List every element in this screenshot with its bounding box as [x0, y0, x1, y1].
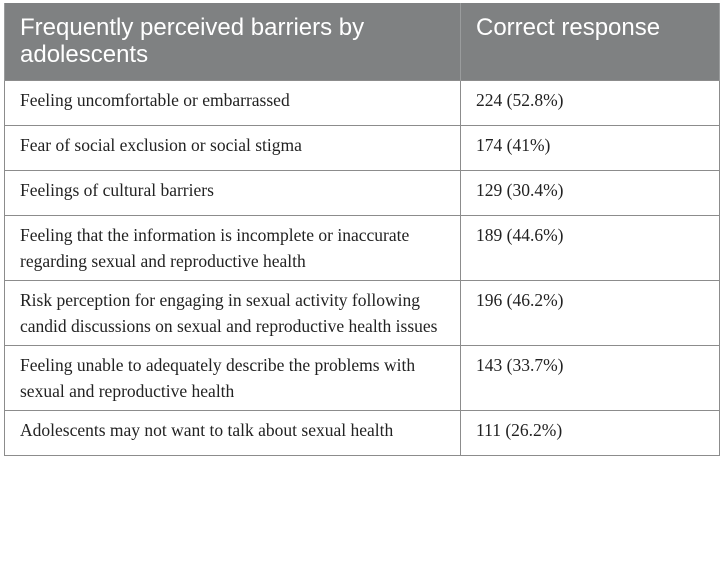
table-row: Feeling that the information is incomple…	[4, 215, 720, 281]
barrier-cell: Feelings of cultural barriers	[4, 170, 461, 216]
table-row: Fear of social exclusion or social stigm…	[4, 125, 720, 171]
response-cell: 143 (33.7%)	[460, 345, 720, 411]
table-row: Feelings of cultural barriers 129 (30.4%…	[4, 170, 720, 216]
barrier-cell: Risk perception for engaging in sexual a…	[4, 280, 461, 346]
table-row: Feeling uncomfortable or embarrassed 224…	[4, 80, 720, 126]
header-barriers: Frequently perceived barriers by adolesc…	[4, 3, 461, 81]
barriers-table: Frequently perceived barriers by adolesc…	[4, 3, 720, 456]
barrier-cell: Feeling uncomfortable or embarrassed	[4, 80, 461, 126]
response-cell: 111 (26.2%)	[460, 410, 720, 456]
response-cell: 174 (41%)	[460, 125, 720, 171]
header-row: Frequently perceived barriers by adolesc…	[4, 3, 720, 81]
table-row: Adolescents may not want to talk about s…	[4, 410, 720, 456]
response-cell: 196 (46.2%)	[460, 280, 720, 346]
table-row: Risk perception for engaging in sexual a…	[4, 280, 720, 346]
table-row: Feeling unable to adequately describe th…	[4, 345, 720, 411]
response-cell: 189 (44.6%)	[460, 215, 720, 281]
response-cell: 129 (30.4%)	[460, 170, 720, 216]
barrier-cell: Adolescents may not want to talk about s…	[4, 410, 461, 456]
barrier-cell: Feeling unable to adequately describe th…	[4, 345, 461, 411]
barrier-cell: Fear of social exclusion or social stigm…	[4, 125, 461, 171]
barrier-cell: Feeling that the information is incomple…	[4, 215, 461, 281]
header-correct-response: Correct response	[460, 3, 720, 81]
response-cell: 224 (52.8%)	[460, 80, 720, 126]
